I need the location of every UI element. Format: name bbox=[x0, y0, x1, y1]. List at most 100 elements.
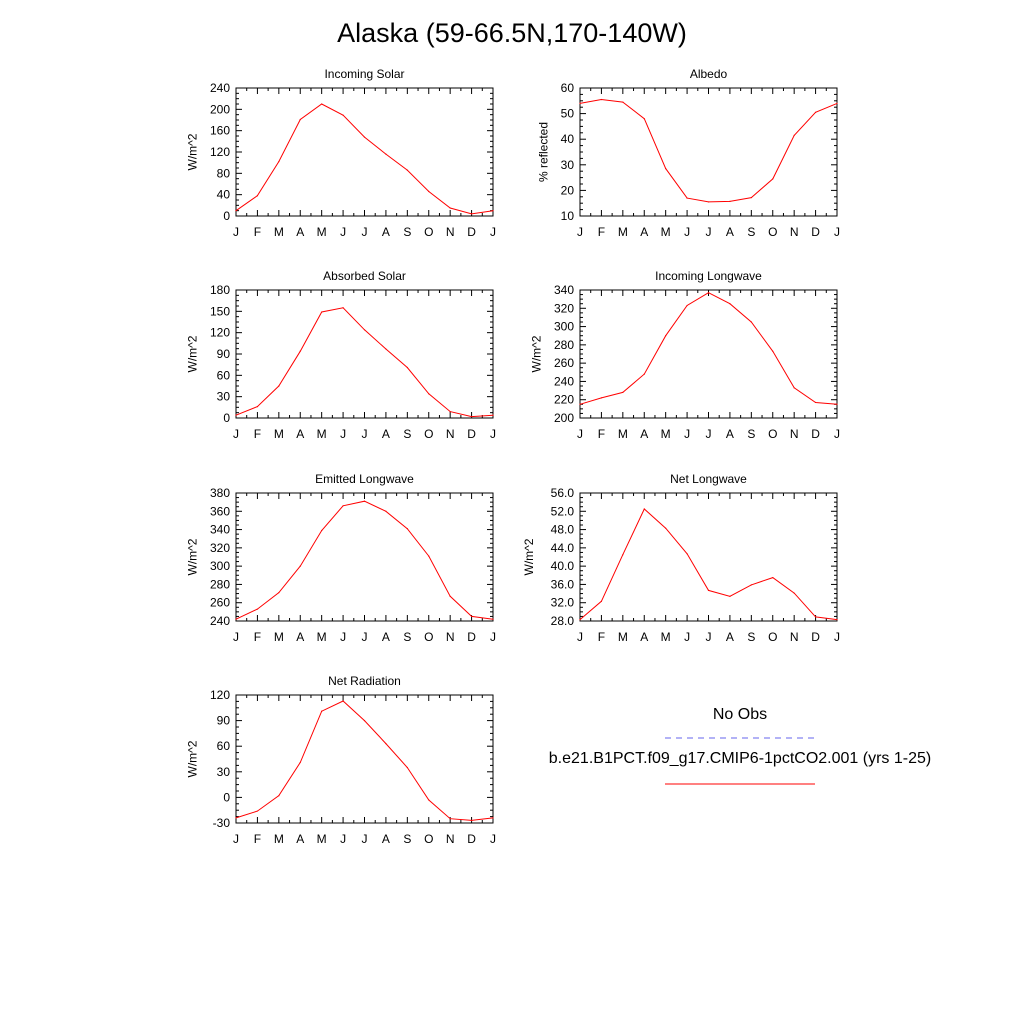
y-axis-label: % reflected bbox=[537, 122, 551, 182]
x-tick-label: J bbox=[340, 427, 346, 441]
data-point bbox=[256, 810, 259, 812]
data-point bbox=[793, 134, 795, 136]
data-point bbox=[278, 592, 280, 594]
y-tick-label: 160 bbox=[210, 124, 230, 138]
x-tick-label: M bbox=[274, 427, 284, 441]
data-point bbox=[299, 118, 301, 121]
x-tick-label: O bbox=[424, 427, 433, 441]
chart-panel-4: J F M A M J J A S O N D J200220240260280300320340Inc… bbox=[529, 269, 840, 441]
x-tick-label: J bbox=[577, 427, 583, 441]
x-tick-label: J bbox=[233, 427, 239, 441]
x-tick-label: M bbox=[317, 630, 327, 644]
data-point bbox=[342, 505, 344, 507]
x-tick-label: D bbox=[467, 427, 476, 441]
x-tick-label: O bbox=[768, 630, 777, 644]
y-tick-label: 260 bbox=[210, 596, 230, 610]
y-tick-label: 40.0 bbox=[551, 559, 575, 573]
x-tick-label: J bbox=[706, 630, 712, 644]
y-tick-label: 220 bbox=[554, 393, 574, 407]
data-point bbox=[600, 98, 603, 101]
data-point bbox=[707, 201, 710, 203]
x-tick-label: M bbox=[618, 427, 628, 441]
chart-panel-6: J F M A M J J A S O N D J28.032.036.040.044.048.052.… bbox=[522, 472, 840, 644]
data-point bbox=[622, 554, 624, 556]
x-tick-label: J bbox=[362, 427, 368, 441]
data-point bbox=[256, 195, 259, 197]
x-tick-label: J bbox=[233, 832, 239, 846]
y-tick-label: 340 bbox=[554, 283, 574, 297]
plot-frame bbox=[235, 694, 494, 824]
data-point bbox=[256, 608, 259, 610]
x-tick-label: N bbox=[446, 630, 455, 644]
y-tick-label: 60 bbox=[217, 368, 231, 382]
y-axis-label: W/m^2 bbox=[185, 740, 199, 777]
data-point bbox=[579, 102, 581, 104]
x-tick-label: D bbox=[811, 225, 820, 239]
y-tick-label: 180 bbox=[210, 283, 230, 297]
plot-frame bbox=[579, 87, 838, 217]
plot-frame bbox=[579, 289, 838, 419]
y-tick-label: -30 bbox=[213, 816, 231, 830]
data-point bbox=[750, 584, 752, 586]
x-tick-label: A bbox=[296, 630, 304, 644]
x-tick-label: M bbox=[661, 225, 671, 239]
x-tick-label: F bbox=[598, 225, 605, 239]
y-tick-label: 120 bbox=[210, 326, 230, 340]
data-point bbox=[385, 348, 387, 350]
data-point bbox=[406, 169, 408, 171]
data-point bbox=[321, 710, 323, 712]
y-tick-label: 240 bbox=[210, 614, 230, 628]
y-tick-label: 200 bbox=[554, 411, 574, 425]
x-tick-label: J bbox=[684, 630, 690, 644]
data-point bbox=[600, 397, 603, 399]
data-point bbox=[772, 178, 774, 180]
y-tick-label: 240 bbox=[554, 374, 574, 388]
x-tick-label: J bbox=[490, 225, 496, 239]
y-tick-label: 36.0 bbox=[551, 577, 575, 591]
x-tick-label: J bbox=[490, 427, 496, 441]
y-tick-label: 380 bbox=[210, 486, 230, 500]
data-point bbox=[836, 619, 838, 621]
data-point bbox=[428, 190, 430, 193]
data-point bbox=[321, 103, 323, 105]
x-tick-label: M bbox=[661, 630, 671, 644]
data-point bbox=[600, 600, 603, 602]
x-tick-label: S bbox=[403, 225, 411, 239]
x-tick-label: J bbox=[362, 630, 368, 644]
x-tick-label: S bbox=[403, 630, 411, 644]
x-tick-label: D bbox=[467, 630, 476, 644]
x-tick-label: M bbox=[274, 630, 284, 644]
series-line bbox=[579, 292, 838, 405]
data-point bbox=[492, 817, 494, 819]
chart-title: Incoming Solar bbox=[324, 67, 404, 81]
x-tick-label: J bbox=[706, 225, 712, 239]
data-point bbox=[686, 197, 688, 199]
data-point bbox=[836, 102, 838, 104]
y-tick-label: 200 bbox=[210, 102, 230, 116]
data-point bbox=[686, 304, 688, 307]
series-line bbox=[235, 103, 494, 215]
data-point bbox=[449, 207, 451, 209]
data-point bbox=[235, 210, 237, 212]
y-tick-label: 60 bbox=[217, 739, 231, 753]
data-point bbox=[686, 553, 688, 555]
y-axis-label: W/m^2 bbox=[185, 335, 199, 372]
y-tick-label: 28.0 bbox=[551, 614, 575, 628]
x-tick-label: J bbox=[684, 427, 690, 441]
legend-label-model: b.e21.B1PCT.f09_g17.CMIP6-1pctCO2.001 (y… bbox=[548, 750, 932, 767]
data-point bbox=[579, 619, 581, 621]
x-tick-label: S bbox=[403, 427, 411, 441]
x-tick-label: S bbox=[747, 225, 755, 239]
x-tick-label: A bbox=[640, 427, 648, 441]
series-line bbox=[579, 508, 838, 621]
data-point bbox=[707, 589, 710, 591]
data-point bbox=[449, 411, 451, 413]
x-tick-label: F bbox=[598, 427, 605, 441]
series-line bbox=[235, 307, 494, 418]
x-tick-label: A bbox=[726, 630, 734, 644]
x-tick-label: N bbox=[446, 225, 455, 239]
y-tick-label: 40 bbox=[217, 188, 231, 202]
x-tick-label: J bbox=[834, 630, 840, 644]
